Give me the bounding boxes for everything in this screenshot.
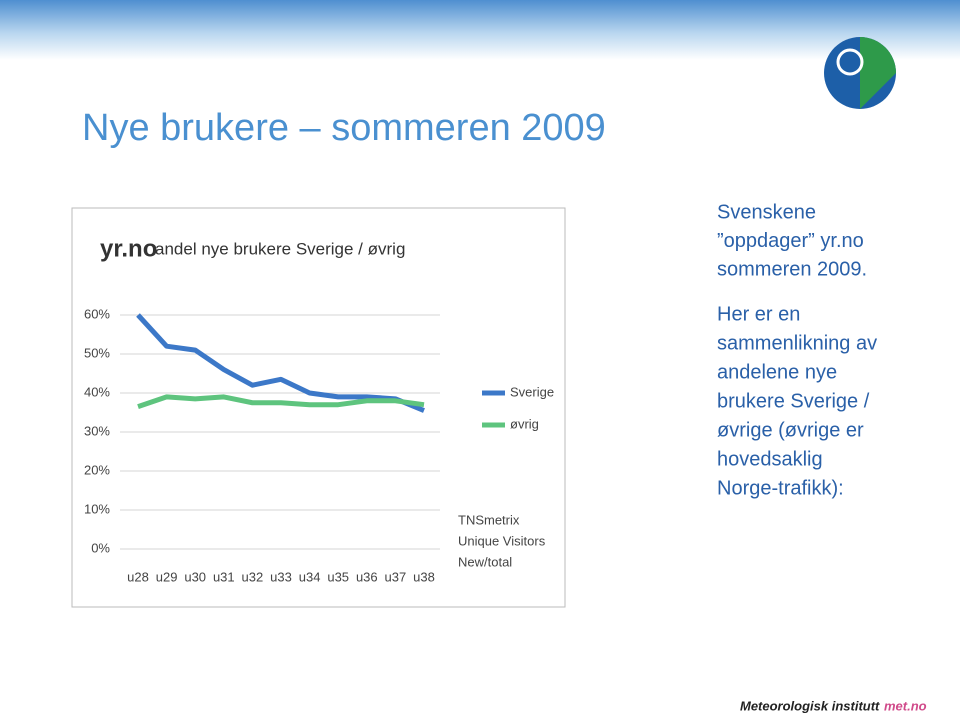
body-line: hovedsaklig (717, 448, 823, 470)
x-tick-label: u35 (327, 569, 349, 584)
y-tick-label: 0% (91, 540, 110, 555)
footer-site: met.no (884, 698, 927, 713)
logo (824, 37, 896, 109)
series-line (136, 313, 425, 413)
x-tick-label: u36 (356, 569, 378, 584)
sky-banner (0, 0, 960, 60)
chart-title: yr.no (100, 235, 157, 262)
body-line: brukere Sverige / (717, 390, 870, 412)
x-tick-label: u38 (413, 569, 435, 584)
body-line: Her er en (717, 303, 800, 325)
body-line: Norge-trafikk): (717, 477, 844, 499)
annotation: New/total (458, 554, 512, 569)
body-line: andelene nye (717, 361, 837, 383)
y-tick-label: 30% (84, 423, 110, 438)
x-tick-label: u37 (385, 569, 407, 584)
annotation: Unique Visitors (458, 533, 546, 548)
series-line (137, 394, 425, 410)
legend-label: øvrig (510, 416, 539, 431)
footer: Meteorologisk institutt (740, 698, 880, 713)
y-tick-label: 60% (84, 306, 110, 321)
annotation: TNSmetrix (458, 512, 520, 527)
y-tick-label: 10% (84, 501, 110, 516)
x-tick-label: u34 (299, 569, 321, 584)
body-line: øvrige (øvrige er (717, 419, 864, 441)
intro-line: sommeren 2009. (717, 258, 867, 280)
x-tick-label: u29 (156, 569, 178, 584)
chart-frame (71, 207, 566, 608)
chart-subtitle: andel nye brukere Sverige / øvrig (155, 239, 405, 258)
y-tick-label: 20% (84, 462, 110, 477)
x-tick-label: u28 (127, 569, 149, 584)
x-tick-label: u30 (184, 569, 206, 584)
x-tick-label: u31 (213, 569, 235, 584)
x-tick-label: u32 (242, 569, 264, 584)
y-tick-label: 50% (84, 345, 110, 360)
y-tick-label: 40% (84, 384, 110, 399)
legend-label: Sverige (510, 384, 554, 399)
x-tick-label: u33 (270, 569, 292, 584)
intro-line: Svenskene (717, 201, 816, 223)
body-line: sammenlikning av (717, 332, 877, 354)
intro-line: ”oppdager” yr.no (717, 230, 864, 252)
slide-title: Nye brukere – sommeren 2009 (82, 107, 606, 149)
